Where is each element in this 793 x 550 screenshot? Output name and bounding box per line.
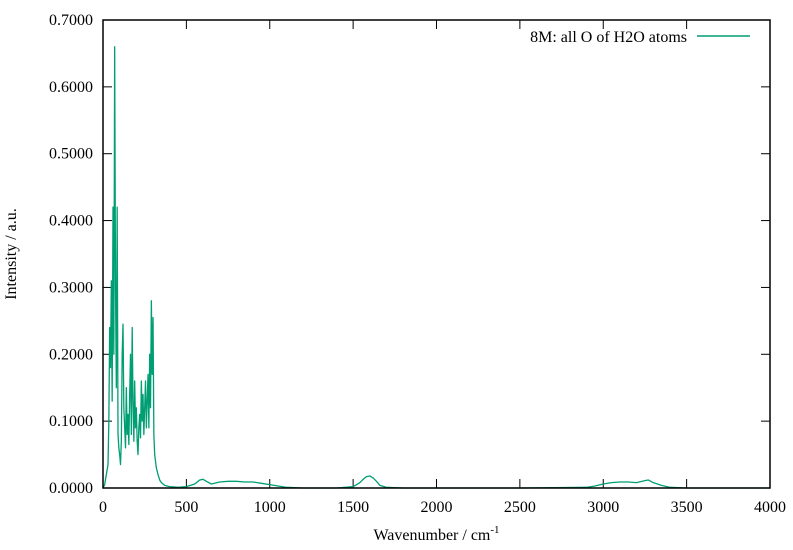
y-tick-label: 0.2000 — [49, 346, 93, 363]
x-tick-label: 500 — [174, 499, 198, 516]
x-tick-label: 3500 — [671, 499, 703, 516]
series-line — [102, 46, 770, 489]
y-axis-label: Intensity / a.u. — [3, 208, 20, 300]
y-axis-ticks: 0.0000 0.1000 0.2000 0.3000 0.4000 0.5000 0.60… — [49, 12, 770, 497]
y-tick-label: 0.7000 — [49, 12, 93, 29]
x-tick-label: 1000 — [254, 499, 286, 516]
plot-frame — [102, 19, 771, 489]
x-tick-label: 3000 — [587, 499, 619, 516]
y-tick-label: 0.6000 — [49, 79, 93, 96]
x-tick-label: 2000 — [421, 499, 453, 516]
x-axis-ticks: 0 500 1000 1500 2000 2500 3000 3500 4000 — [99, 20, 786, 516]
x-tick-label: 2500 — [504, 499, 536, 516]
legend-label: 8M: all O of H2O atoms — [530, 29, 687, 46]
x-tick-label: 0 — [99, 499, 107, 516]
legend: 8M: all O of H2O atoms — [530, 29, 750, 46]
y-tick-label: 0.5000 — [49, 146, 93, 163]
x-axis-label: Wavenumber / cm-1 — [373, 524, 499, 544]
x-tick-label: 1500 — [337, 499, 369, 516]
y-tick-label: 0.3000 — [49, 279, 93, 296]
y-tick-label: 0.4000 — [49, 213, 93, 230]
y-tick-label: 0.0000 — [49, 480, 93, 497]
x-axis-label-superscript: -1 — [490, 524, 499, 536]
x-axis-label-main: Wavenumber / cm — [373, 527, 490, 544]
x-tick-label: 4000 — [754, 499, 786, 516]
y-tick-label: 0.1000 — [49, 413, 93, 430]
series-layer — [102, 46, 770, 489]
